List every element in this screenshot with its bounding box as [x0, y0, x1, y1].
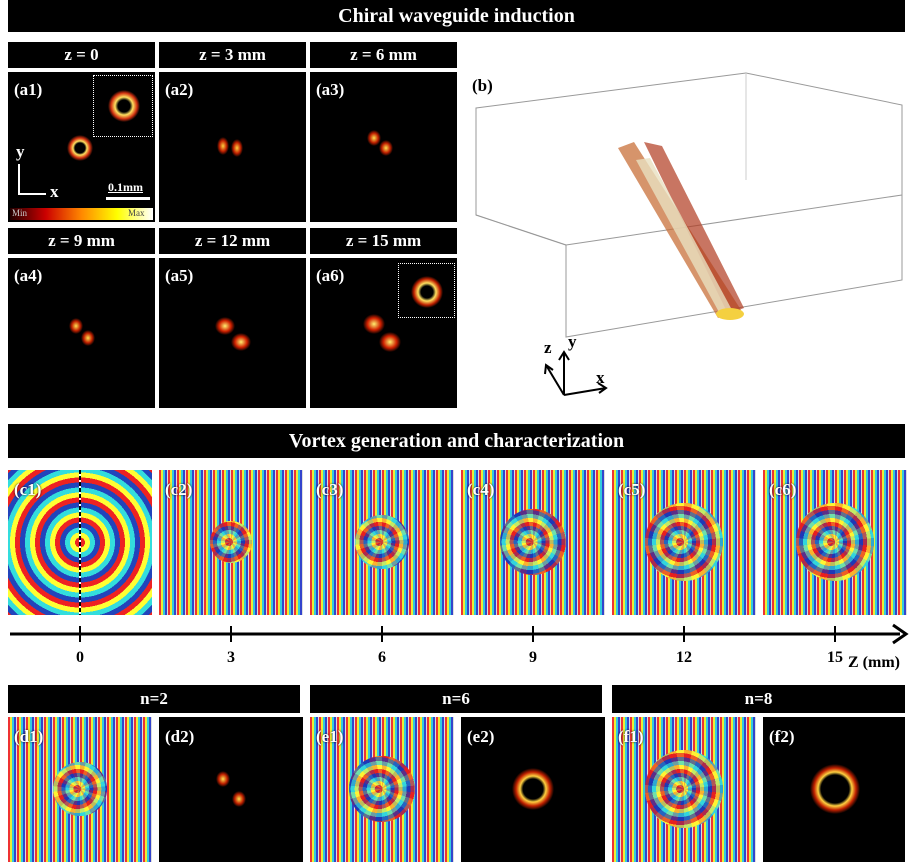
panel-title: z = 15 mm: [310, 228, 457, 254]
scale-bar-label: 0.1mm: [108, 180, 143, 195]
group-title: n=6: [310, 685, 602, 713]
intensity-image: (a6): [310, 258, 457, 408]
phase-spiral: [645, 750, 723, 828]
intensity-image: (f2): [763, 717, 905, 862]
axis-label: x: [50, 182, 59, 202]
panel-title: z = 6 mm: [310, 42, 457, 68]
waveguide: [618, 142, 744, 320]
phase-spiral: [355, 515, 409, 569]
phase-image: (f1): [612, 717, 756, 862]
tick-label: 0: [76, 649, 84, 666]
intensity-image: (a5): [159, 258, 306, 408]
phase-image: (c5): [612, 470, 756, 615]
panel-label: (e2): [467, 727, 494, 747]
panel-label: (c5): [618, 480, 645, 500]
panel-label: (c1): [14, 480, 41, 500]
panel-label: (c4): [467, 480, 494, 500]
panel-label: (d1): [14, 727, 43, 747]
intensity-image: (d2): [159, 717, 303, 862]
tick-label: 6: [378, 649, 386, 666]
intensity-image: (a4): [8, 258, 155, 408]
inset: [398, 263, 455, 318]
phase-spiral: [645, 503, 723, 581]
panel-label: (a2): [165, 80, 193, 100]
phase-image: (c2): [159, 470, 303, 615]
phase-image: (c1): [8, 470, 152, 615]
intensity-image: (a1) Min Max 0.1mm y x: [8, 72, 155, 222]
panel-label: (a4): [14, 266, 42, 286]
panel-title: z = 12 mm: [159, 228, 306, 254]
panel-b-diagram: [466, 70, 906, 410]
phase-image: (e1): [310, 717, 454, 862]
z-axis: 0 3 6 9 12 15: [0, 618, 910, 678]
panel-label: (a6): [316, 266, 344, 286]
figure: 0 3 6 9 12 15 Chiral waveguide induction Vorte…: [0, 0, 910, 865]
phase-image: (c4): [461, 470, 605, 615]
panel-label: (c3): [316, 480, 343, 500]
axis-label: x: [596, 368, 605, 388]
intensity-image: (a3): [310, 72, 457, 222]
scale-bar: [106, 197, 150, 200]
panel-label: (f2): [769, 727, 794, 747]
phase-spiral: [796, 503, 874, 581]
section-header: Vortex generation and characterization: [8, 424, 905, 458]
intensity-image: (e2): [461, 717, 605, 862]
group-title: n=8: [612, 685, 905, 713]
inset: [93, 75, 153, 137]
phase-spiral: [500, 509, 566, 575]
panel-title: z = 0: [8, 42, 155, 68]
panel-label: (a3): [316, 80, 344, 100]
section-header: Chiral waveguide induction: [8, 0, 905, 32]
axis-label: Z (mm): [848, 654, 900, 672]
phase-image: (d1): [8, 717, 152, 862]
panel-label: (a1): [14, 80, 42, 100]
axis-arrow-y: [18, 164, 20, 194]
panel-label: (a5): [165, 266, 193, 286]
colorbar-min: Min: [12, 208, 27, 218]
panel-title: z = 9 mm: [8, 228, 155, 254]
panel-label: (c2): [165, 480, 192, 500]
tick-label: 12: [676, 649, 692, 666]
phase-spiral: [53, 762, 107, 816]
colorbar-max: Max: [128, 208, 145, 218]
panel-label: (d2): [165, 727, 194, 747]
axis-label: y: [16, 142, 25, 162]
panel-label: (e1): [316, 727, 343, 747]
panel-label: (f1): [618, 727, 643, 747]
panel-label: (c6): [769, 480, 796, 500]
panel-title: z = 3 mm: [159, 42, 306, 68]
tick-label: 3: [227, 649, 235, 666]
axis-label: y: [568, 332, 577, 352]
tick-label: 15: [827, 649, 843, 666]
axis-arrow-x: [18, 193, 46, 195]
intensity-image: (a2): [159, 72, 306, 222]
phase-spiral: [210, 521, 252, 563]
phase-image: (c6): [763, 470, 907, 615]
group-title: n=2: [8, 685, 300, 713]
phase-image: (c3): [310, 470, 454, 615]
tick-label: 9: [529, 649, 537, 666]
phase-line: [79, 470, 81, 615]
panel-label: (b): [472, 76, 493, 96]
phase-spiral: [349, 756, 415, 822]
axis-label: z: [544, 338, 552, 358]
